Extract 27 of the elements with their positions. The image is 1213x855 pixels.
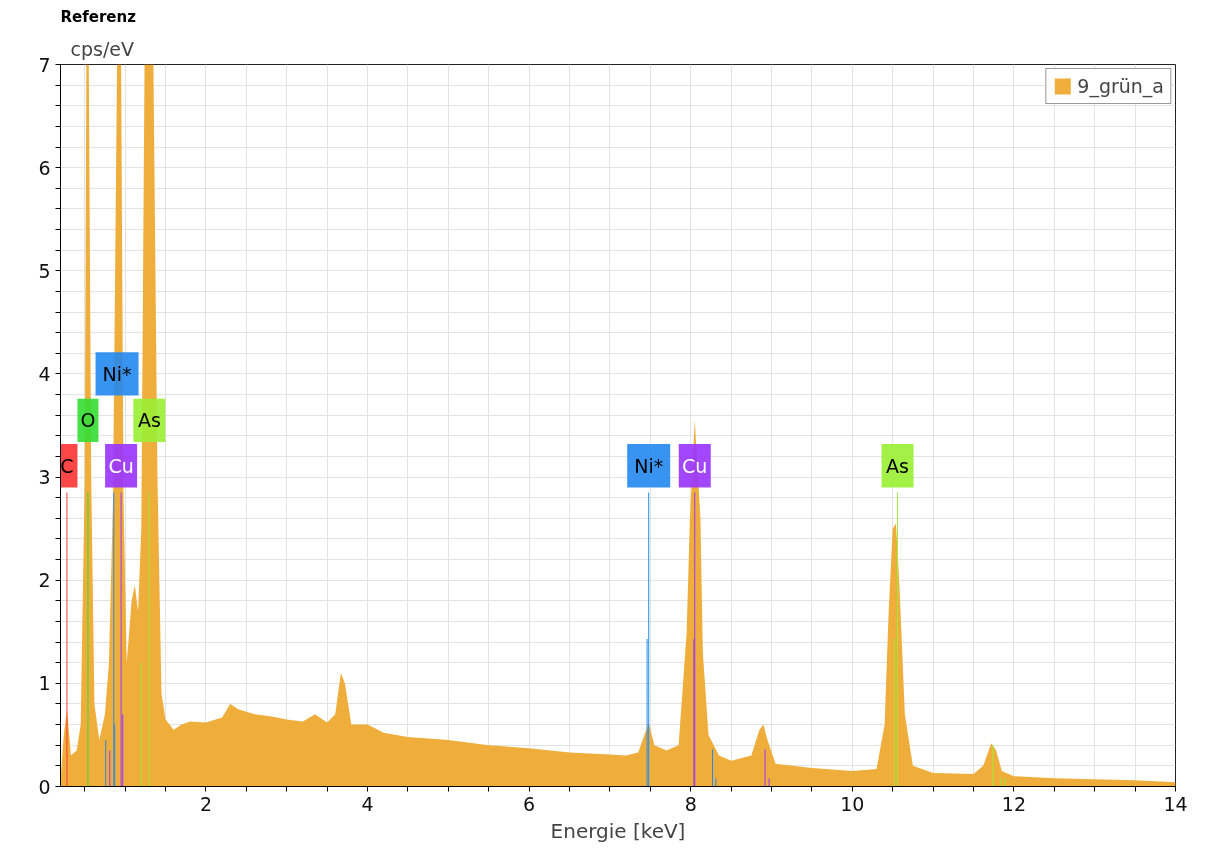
x-tick-label: 10 [840,792,865,815]
chart-title: Referenz [60,7,137,26]
y-tick-label: 6 [38,156,51,179]
x-tick-label: 4 [361,792,374,815]
x-tick-label: 14 [1163,792,1188,815]
x-tick-label: 12 [1001,792,1026,815]
y-tick-label: 1 [38,672,51,695]
annotation: As [137,409,161,432]
y-tick-label: 2 [38,569,51,592]
y-tick-label: 0 [38,775,51,798]
y-tick-label: 3 [38,466,51,489]
annotation: C [60,454,74,477]
annotation: Ni* [634,454,664,477]
x-tick-label: 8 [684,792,697,815]
x-tick-label: 6 [523,792,536,815]
annotation: O [80,409,96,432]
annotation: As [886,454,910,477]
y-tick-label: 7 [38,53,51,76]
y-axis-title: cps/eV [70,37,134,60]
legend-label: 9_grün_a [1077,75,1164,97]
x-tick-label: 2 [199,792,212,815]
x-axis-title: Energie [keV] [550,818,686,843]
annotation: Ni* [102,362,132,385]
annotation: Cu [108,454,134,477]
annotation: Cu [682,454,708,477]
y-tick-label: 4 [38,362,51,385]
y-tick-label: 5 [38,259,51,282]
